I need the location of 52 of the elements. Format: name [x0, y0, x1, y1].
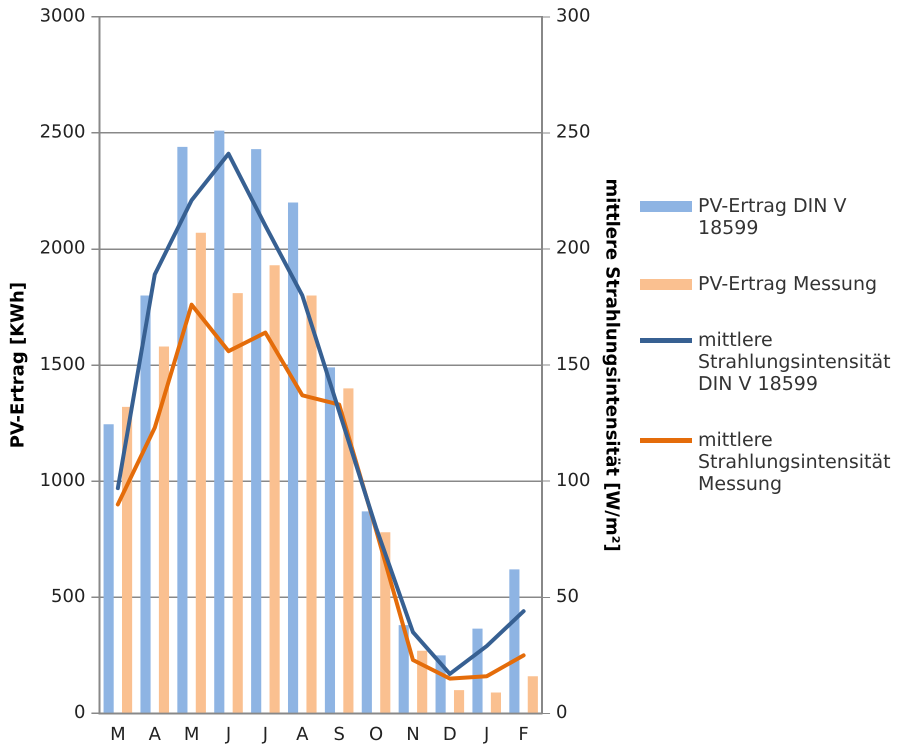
legend-label: mittlere Strahlungsintensität Messung	[698, 429, 892, 495]
y-tick-label: 1500	[40, 354, 86, 375]
x-tick-label: A	[296, 724, 310, 745]
bar	[509, 569, 520, 713]
x-tick-label: F	[518, 724, 529, 745]
bar	[398, 625, 409, 713]
y2-tick-label: 250	[556, 122, 590, 143]
bar	[232, 293, 243, 713]
y-tick-label: 1000	[40, 470, 86, 491]
y2-tick-label: 0	[556, 702, 568, 724]
legend-label: PV-Ertrag Messung	[698, 273, 878, 295]
bar	[417, 650, 428, 713]
bar	[104, 424, 114, 713]
y2-axis-title: mittlere Strahlungsintensität [W/m²]	[602, 178, 623, 552]
x-tick-label: O	[368, 724, 384, 745]
x-tick-label: J	[224, 724, 232, 745]
bar	[158, 346, 170, 713]
legend-label: mittlere Strahlungsintensität DIN V 18599	[698, 329, 892, 395]
y2-tick-label: 100	[556, 470, 590, 491]
x-tick-label: J	[483, 724, 490, 745]
y-tick-label: 500	[51, 586, 86, 607]
y-tick-label: 2000	[40, 238, 86, 259]
legend-label: PV-Ertrag DIN V 18599	[698, 195, 848, 239]
bar	[140, 295, 151, 713]
y-axis-title: PV-Ertrag [KWh]	[7, 282, 28, 448]
bar	[270, 265, 280, 713]
bar	[528, 676, 538, 713]
bar	[490, 692, 502, 713]
x-tick-label: S	[333, 724, 345, 745]
bar	[454, 690, 464, 713]
bar	[288, 202, 298, 713]
bar	[324, 367, 336, 713]
bar	[306, 295, 317, 713]
x-tick-label: J	[262, 724, 268, 745]
y2-tick-label: 150	[556, 354, 590, 375]
x-tick-label: D	[442, 724, 457, 745]
x-tick-label: A	[148, 724, 162, 745]
x-tick-label: M	[184, 724, 200, 745]
y2-tick-label: 200	[556, 238, 590, 259]
bar	[196, 232, 206, 713]
y-tick-label: 0	[74, 702, 86, 724]
y-tick-label: 3000	[40, 5, 86, 26]
bar	[177, 146, 188, 713]
bar	[362, 511, 372, 713]
bar	[214, 130, 224, 713]
x-tick-label: N	[406, 724, 420, 745]
y2-tick-label: 50	[556, 586, 579, 607]
y-tick-label: 2500	[40, 122, 86, 143]
bar	[251, 149, 262, 713]
y2-tick-label: 300	[556, 5, 590, 26]
x-tick-label: M	[110, 724, 126, 745]
bar	[343, 388, 354, 713]
